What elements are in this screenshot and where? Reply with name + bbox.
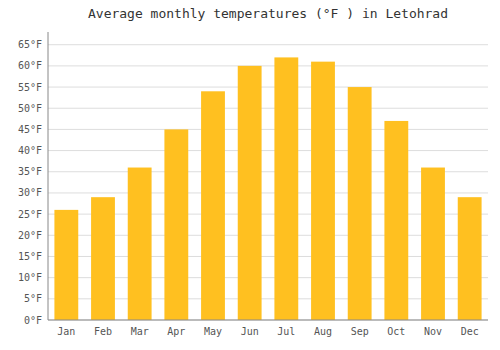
x-axis-line	[48, 320, 488, 321]
bar	[421, 168, 445, 320]
bar	[54, 210, 78, 320]
x-tick-label: Nov	[424, 326, 442, 337]
y-tick-label: 60°F	[18, 60, 42, 71]
bar	[311, 62, 335, 320]
x-tick-label: Mar	[131, 326, 149, 337]
y-axis-line	[48, 32, 49, 320]
y-tick-label: 25°F	[18, 209, 42, 220]
grid-line	[48, 87, 488, 88]
y-tick-label: 10°F	[18, 272, 42, 283]
x-tick-label: Feb	[94, 326, 112, 337]
y-tick-label: 50°F	[18, 103, 42, 114]
y-tick-label: 15°F	[18, 251, 42, 262]
bar	[384, 121, 408, 320]
grid-line	[48, 320, 488, 321]
y-tick-label: 40°F	[18, 145, 42, 156]
x-tick-label: Oct	[387, 326, 405, 337]
chart-container: Average monthly temperatures (°F ) in Le…	[0, 0, 500, 350]
y-tick-label: 55°F	[18, 82, 42, 93]
x-tick-label: Jul	[277, 326, 295, 337]
x-tick-label: May	[204, 326, 222, 337]
bar	[164, 129, 188, 320]
x-tick-label: Jan	[57, 326, 75, 337]
grid	[48, 45, 488, 320]
grid-line	[48, 65, 488, 66]
x-tick-label: Dec	[461, 326, 479, 337]
bars	[54, 57, 481, 320]
bar	[238, 66, 262, 320]
bar	[128, 168, 152, 320]
chart: Average monthly temperatures (°F ) in Le…	[0, 0, 500, 350]
title: Average monthly temperatures (°F ) in Le…	[88, 6, 448, 21]
bar	[201, 91, 225, 320]
y-tick-label: 20°F	[18, 230, 42, 241]
x-tick-label: Apr	[167, 326, 185, 337]
grid-line	[48, 108, 488, 109]
grid-line	[48, 129, 488, 130]
x-axis: Jan Feb Mar Apr May Jun Jul Aug Sep Oct Nov Dec	[48, 320, 488, 337]
y-tick-label: 35°F	[18, 166, 42, 177]
grid-line	[48, 150, 488, 151]
y-axis: 0°F 5°F 10°F 15°F 20°F 25°F 30°F 35°F 40°F 45°F 50…	[18, 32, 48, 326]
bar	[91, 197, 115, 320]
grid-line	[48, 44, 488, 45]
bar	[458, 197, 482, 320]
y-tick-label: 30°F	[18, 187, 42, 198]
y-tick-label: 0°F	[24, 315, 42, 326]
bar	[274, 57, 298, 320]
bar	[348, 87, 372, 320]
x-tick-label: Jun	[241, 326, 259, 337]
y-tick-label: 65°F	[18, 39, 42, 50]
x-tick-label: Aug	[314, 326, 332, 337]
x-tick-label: Sep	[351, 326, 369, 337]
y-tick-label: 5°F	[24, 293, 42, 304]
y-tick-label: 45°F	[18, 124, 42, 135]
